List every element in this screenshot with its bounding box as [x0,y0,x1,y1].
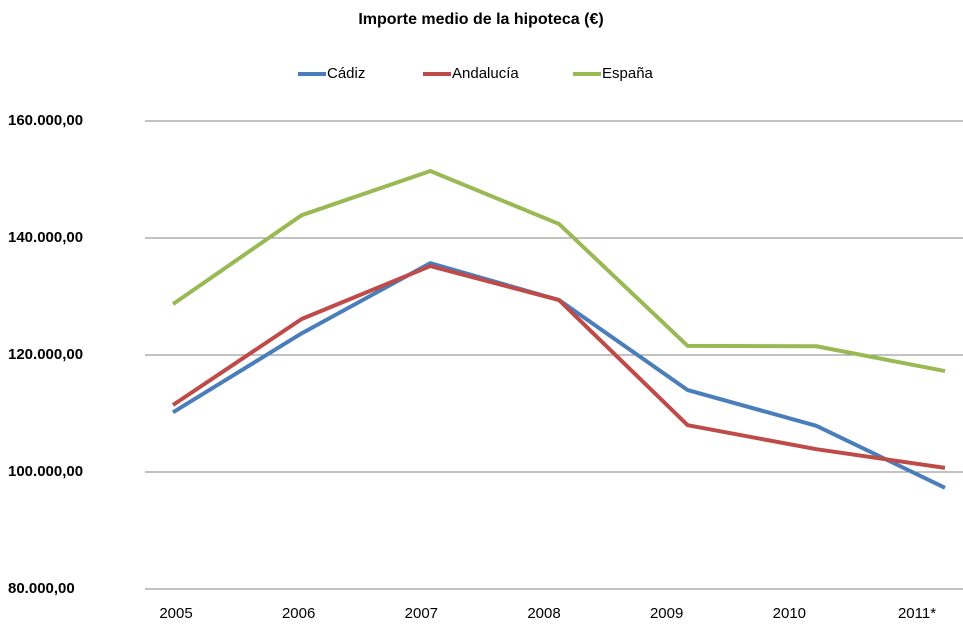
legend-label: Cádiz [327,65,365,82]
x-tick-label: 2009 [650,605,683,622]
x-tick-label: 2011* [898,605,936,622]
legend-label: Andalucía [452,65,519,82]
legend-label: España [602,65,654,82]
chart-title: Importe medio de la hipoteca (€) [358,11,603,28]
x-tick-label: 2010 [773,605,806,622]
x-tick-label: 2006 [282,605,315,622]
x-tick-label: 2005 [159,605,192,622]
y-tick-label: 80.000,00 [8,580,75,597]
x-tick-label: 2008 [527,605,560,622]
y-tick-label: 160.000,00 [8,112,83,129]
y-tick-label: 140.000,00 [8,229,83,246]
y-tick-label: 100.000,00 [8,463,83,480]
x-tick-label: 2007 [405,605,438,622]
line-series [171,169,946,374]
line-series [171,261,946,490]
line-series [171,264,946,470]
y-tick-label: 120.000,00 [8,346,83,363]
